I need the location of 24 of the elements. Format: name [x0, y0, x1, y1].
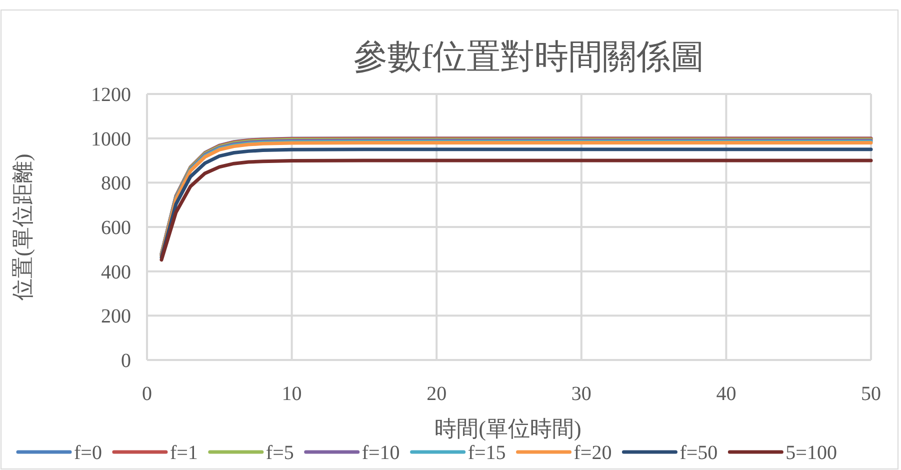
y-tick-label: 200 — [101, 306, 131, 328]
y-tick-label: 600 — [101, 217, 131, 239]
x-tick-label: 20 — [426, 383, 447, 405]
y-tick-label: 800 — [101, 172, 131, 195]
x-tick-label: 30 — [571, 383, 592, 405]
legend-label: 5=100 — [786, 442, 837, 464]
legend-label: f=10 — [362, 442, 400, 464]
chart-title: 參數f位置對時間關係圖 — [353, 39, 705, 76]
y-tick-label: 1000 — [91, 128, 131, 150]
legend-label: f=1 — [170, 442, 198, 464]
x-tick-label: 0 — [142, 383, 152, 405]
legend-label: f=20 — [574, 442, 612, 464]
legend-label: f=0 — [74, 442, 102, 464]
y-tick-label: 400 — [101, 261, 131, 284]
legend-label: f=5 — [266, 442, 294, 464]
legend-label: f=15 — [468, 442, 506, 464]
y-axis-title: 位置(單位距離) — [10, 154, 35, 300]
x-tick-label: 40 — [716, 383, 736, 405]
y-tick-label: 0 — [121, 350, 131, 372]
legend-label: f=50 — [680, 442, 718, 464]
x-tick-label: 10 — [282, 383, 302, 405]
x-axis-title: 時間(單位時間) — [434, 416, 582, 441]
y-tick-label: 1200 — [91, 84, 131, 106]
x-tick-label: 50 — [861, 383, 881, 405]
